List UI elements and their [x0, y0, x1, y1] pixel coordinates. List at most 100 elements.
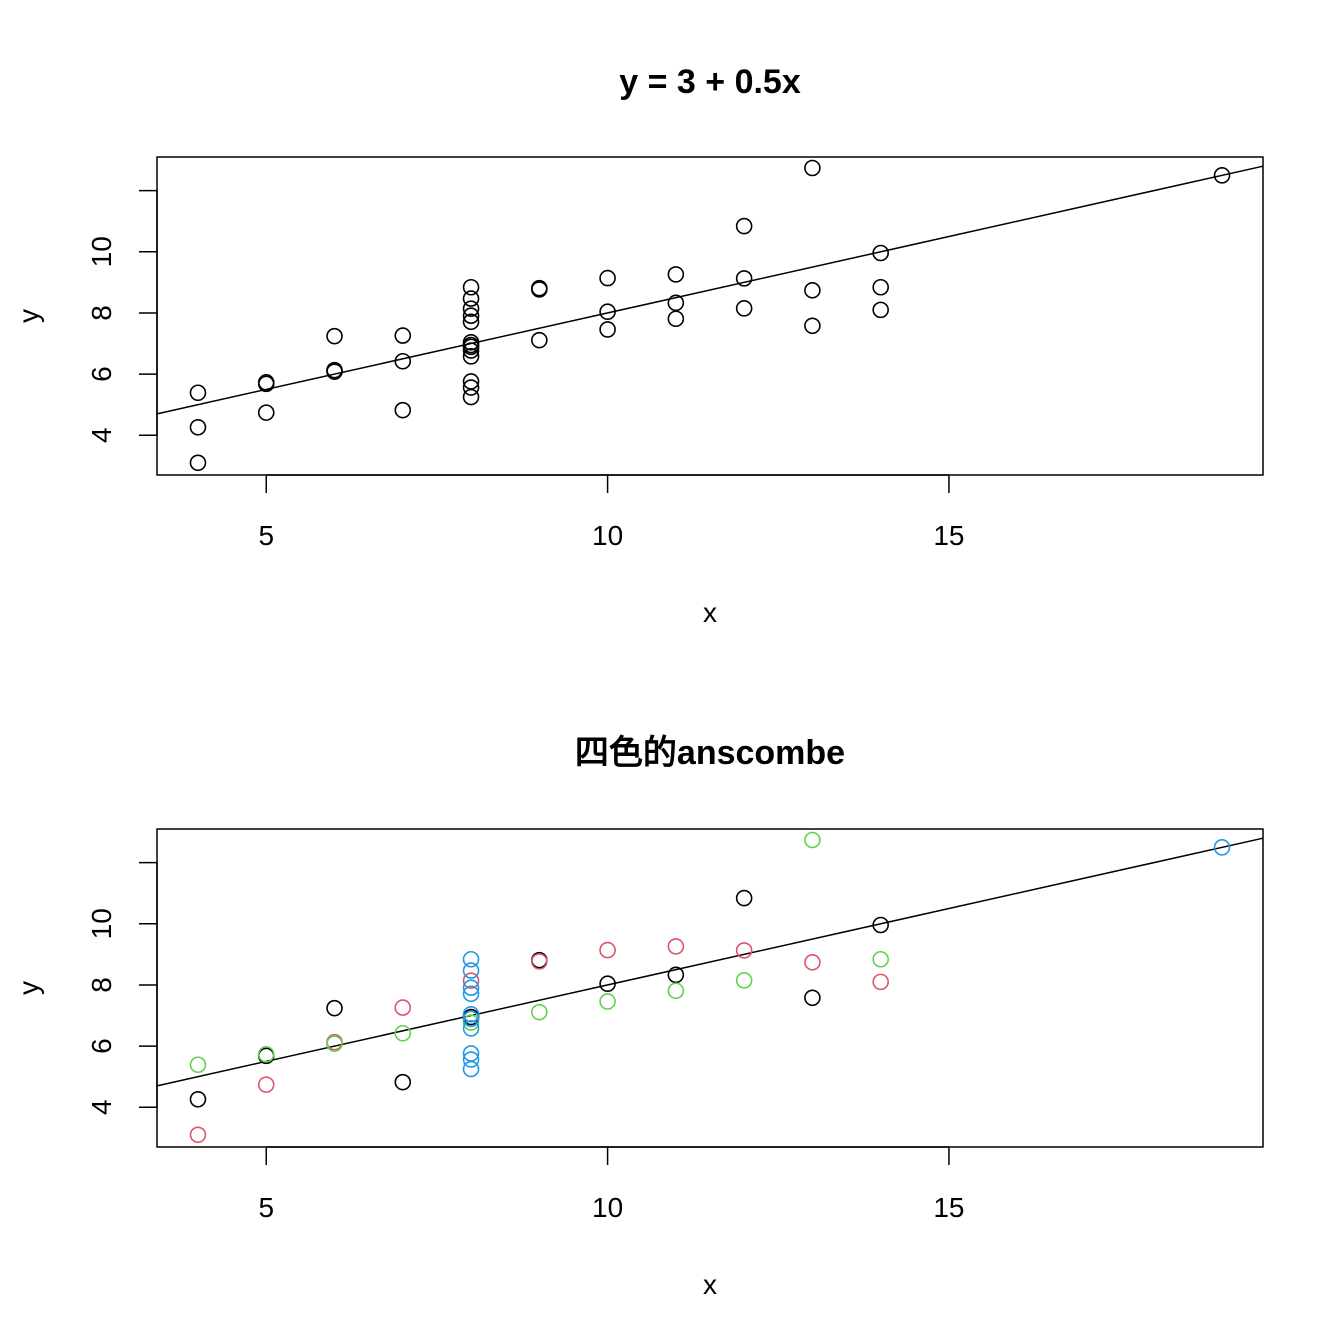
series-1	[189, 889, 889, 1108]
x-axis-label: x	[703, 597, 717, 628]
data-point	[462, 278, 480, 296]
y-tick-label: 6	[86, 366, 117, 382]
y-axis-label: y	[13, 309, 44, 323]
y-tick-label: 8	[86, 305, 117, 321]
data-point	[599, 993, 616, 1010]
data-point	[462, 300, 480, 317]
data-point	[735, 942, 753, 959]
series-2	[189, 266, 889, 472]
plot-frame	[156, 156, 1264, 476]
data-point	[599, 303, 616, 321]
data-point	[462, 313, 480, 331]
series-4	[462, 167, 1231, 406]
series-4	[462, 839, 1231, 1078]
data-point	[531, 331, 548, 349]
data-point	[531, 951, 548, 969]
data-point	[804, 317, 821, 335]
data-point	[462, 950, 480, 968]
data-point	[667, 310, 685, 328]
x-tick-label: 10	[592, 1192, 623, 1223]
data-point	[531, 953, 548, 970]
data-point	[599, 941, 616, 959]
chart-panel-bottom: 四色的anscombe x y 5 10 15 4 6 8 10	[13, 734, 1264, 1300]
chart-title: 四色的anscombe	[575, 734, 845, 772]
data-point	[1213, 839, 1231, 856]
data-point	[735, 217, 753, 235]
data-point	[394, 401, 412, 419]
data-point	[531, 1003, 548, 1021]
data-point	[462, 1005, 480, 1023]
data-point	[462, 307, 480, 324]
regression-line	[156, 165, 1264, 415]
chart-title: y = 3 + 0.5x	[619, 63, 801, 101]
data-point	[462, 342, 480, 359]
series-2	[189, 938, 889, 1144]
data-point	[462, 1014, 480, 1031]
chart-panel-top: y = 3 + 0.5x x y 5 10 15 4 6 8 10	[13, 63, 1264, 628]
data-point	[804, 954, 821, 971]
data-point	[462, 379, 480, 396]
data-point	[462, 1020, 480, 1037]
data-point	[189, 1056, 207, 1074]
data-point	[462, 388, 480, 406]
series-3	[189, 159, 889, 402]
data-point	[462, 972, 480, 989]
data-point	[462, 979, 480, 996]
data-point	[462, 1051, 480, 1068]
data-point	[667, 966, 685, 984]
data-point	[394, 1024, 412, 1042]
y-tick-label: 8	[86, 977, 117, 993]
regression-line	[156, 837, 1264, 1087]
y-tick-label: 10	[86, 236, 117, 267]
data-point	[804, 831, 821, 849]
data-point	[394, 352, 412, 370]
data-point	[804, 989, 821, 1007]
data-point	[326, 1035, 343, 1052]
data-point	[462, 1060, 480, 1078]
data-point	[189, 1091, 207, 1108]
data-point	[804, 159, 821, 177]
data-point	[257, 1046, 275, 1063]
data-point	[667, 266, 685, 283]
data-point	[394, 999, 412, 1016]
data-point	[531, 281, 548, 298]
data-point	[189, 454, 207, 472]
data-point	[735, 300, 753, 317]
data-point	[735, 972, 753, 989]
x-tick-label: 15	[933, 520, 964, 551]
data-point	[599, 321, 616, 338]
data-point	[394, 327, 412, 344]
data-point	[189, 384, 207, 402]
data-point	[872, 973, 889, 991]
data-point	[735, 270, 753, 287]
data-point	[872, 916, 889, 934]
data-point	[462, 985, 480, 1003]
data-point	[326, 999, 343, 1017]
data-point	[189, 418, 207, 436]
y-tick-label: 4	[86, 1099, 117, 1115]
data-point	[667, 982, 685, 1000]
data-point	[257, 1076, 275, 1093]
data-point	[462, 1010, 480, 1028]
series-1	[189, 217, 889, 436]
x-tick-label: 15	[933, 1192, 964, 1223]
data-point	[257, 404, 275, 421]
data-point	[599, 975, 616, 993]
data-point	[189, 1126, 207, 1144]
data-point	[257, 374, 275, 391]
x-axis-label: x	[703, 1269, 717, 1300]
series-3	[189, 831, 889, 1074]
data-point	[735, 889, 753, 907]
x-tick-label: 5	[258, 1192, 274, 1223]
data-point	[462, 962, 480, 979]
y-tick-label: 4	[86, 427, 117, 443]
data-point	[667, 294, 685, 312]
plot-frame	[156, 828, 1264, 1148]
data-point	[667, 938, 685, 955]
data-point	[872, 950, 889, 968]
data-point	[462, 290, 480, 307]
data-point	[804, 282, 821, 299]
data-point	[394, 1073, 412, 1091]
data-point	[462, 333, 480, 351]
